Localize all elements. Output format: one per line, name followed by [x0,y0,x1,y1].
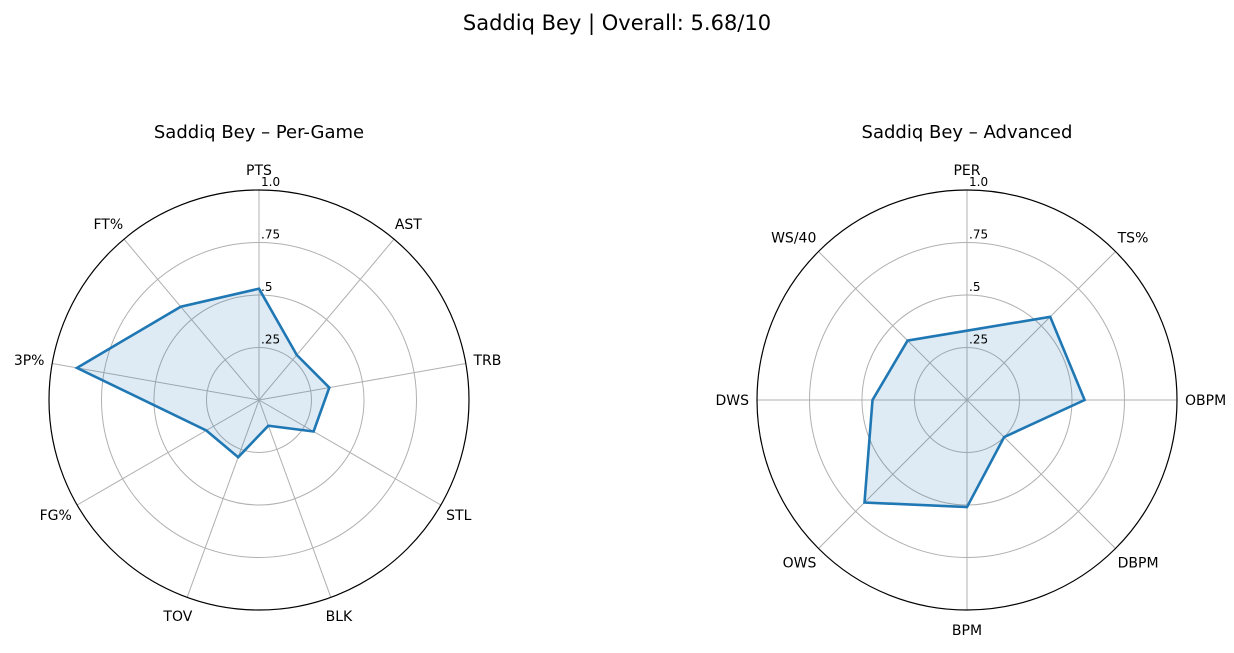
spoke-line [258,399,442,506]
axis-label-tov: TOV [162,609,192,625]
panel-title: Saddiq Bey – Per-Game [154,122,364,143]
axis-label-per: PER [953,163,980,179]
radial-tick-label: .25 [969,333,988,347]
polar-frame [48,189,470,611]
spoke-line [186,399,260,598]
radial-tick-label: 1.0 [969,175,988,189]
spoke-line [966,251,1116,401]
spoke-line [818,251,968,401]
spoke-line [258,363,466,401]
spoke-line [258,399,332,598]
axis-label-fg-: FG% [40,508,72,524]
axis-label-ast: AST [395,217,422,233]
radial-tick-label: .5 [261,280,272,294]
axis-label-dbpm: DBPM [1118,556,1159,572]
spoke-line [258,238,395,401]
axis-label-3p-: 3P% [14,353,45,369]
axis-label-blk: BLK [326,609,353,625]
axis-label-stl: STL [446,508,471,524]
figure-title: Saddiq Bey | Overall: 5.68/10 [463,11,771,36]
axis-label-trb: TRB [473,353,502,369]
axis-label-pts: PTS [246,163,272,179]
radial-tick-label: .25 [261,333,280,347]
spoke-line [818,399,968,549]
radial-tick-label: .75 [261,228,280,242]
series-line [863,315,1087,509]
polar-frame [756,189,1178,611]
spoke-line [966,399,1116,549]
spoke-line [123,238,260,401]
radial-tick-label: 1.0 [261,175,280,189]
axis-label-bpm: BPM [952,623,982,639]
axis-label-obpm: OBPM [1185,393,1226,409]
axis-label-ws-40: WS/40 [771,230,816,246]
axis-label-ts-: TS% [1117,230,1149,246]
series-fill [864,316,1085,508]
axis-label-ows: OWS [783,556,817,572]
radial-tick-label: .5 [969,280,980,294]
axis-label-ft-: FT% [93,217,123,233]
axis-label-dws: DWS [715,393,749,409]
panel-title: Saddiq Bey – Advanced [862,122,1073,143]
series-line [74,287,331,459]
radial-tick-label: .75 [969,228,988,242]
spoke-line [52,363,260,401]
spoke-line [76,399,260,506]
